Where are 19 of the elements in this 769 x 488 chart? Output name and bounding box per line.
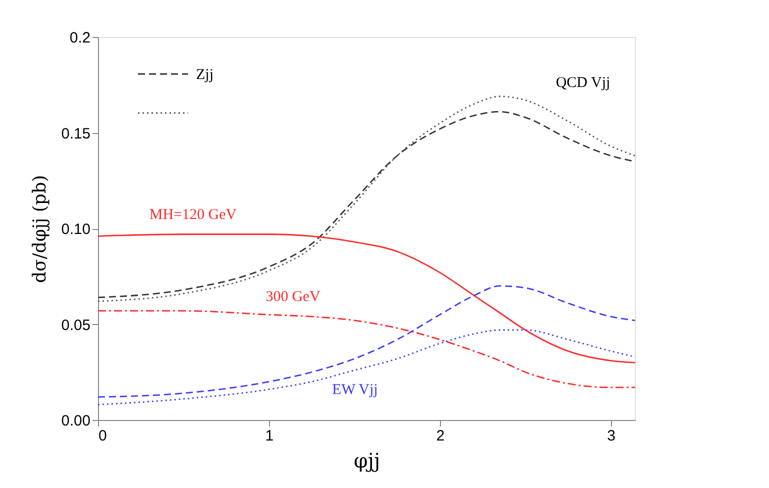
x-tick-label: 2 bbox=[436, 428, 445, 444]
y-tick-label: 0.15 bbox=[61, 125, 90, 142]
y-axis-title: dσ/dφjj (pb) bbox=[29, 175, 50, 283]
annotation: MH=120 GeV bbox=[149, 207, 237, 223]
legend-label: Zjj bbox=[196, 67, 214, 83]
x-tick-label: 1 bbox=[265, 428, 274, 444]
x-axis-title: φjj bbox=[354, 448, 380, 472]
y-tick-label: 0.00 bbox=[61, 412, 90, 430]
annotation: 300 GeV bbox=[266, 289, 320, 305]
line-series bbox=[98, 234, 635, 364]
y-tick-label: 0.05 bbox=[61, 316, 90, 334]
line-series bbox=[98, 329, 635, 406]
annotation: EW Vjj bbox=[332, 382, 378, 398]
line-series bbox=[98, 285, 635, 398]
y-tick-label: 0.2 bbox=[70, 30, 90, 46]
annotation: QCD Vjj bbox=[556, 75, 610, 91]
x-tick-label: 3 bbox=[607, 428, 616, 444]
x-tick-label: 0 bbox=[98, 428, 107, 444]
y-tick-label: 0.10 bbox=[61, 221, 90, 238]
